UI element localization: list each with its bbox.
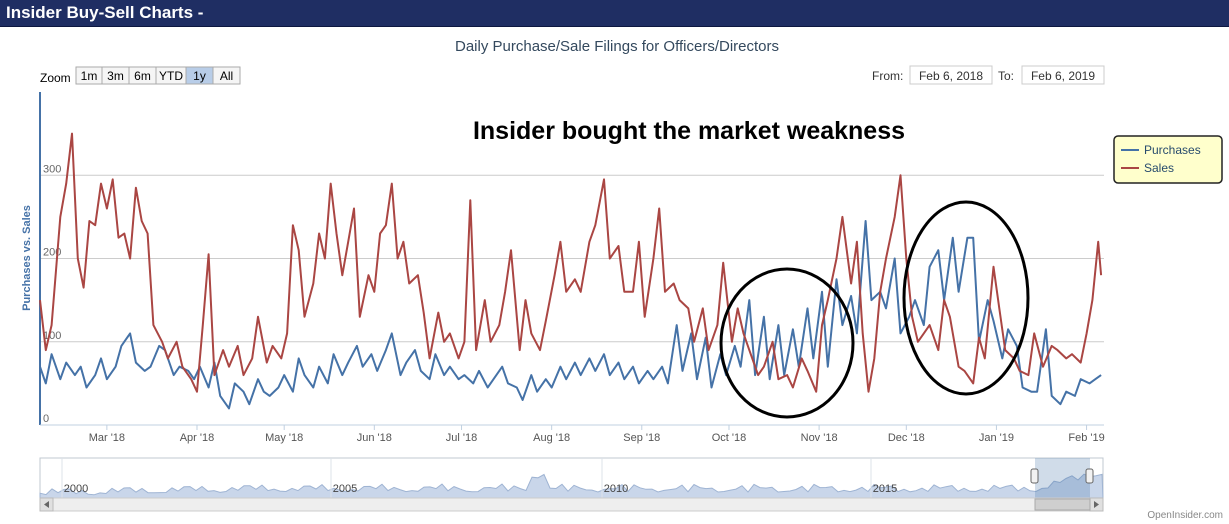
zoom-label: Zoom (40, 71, 71, 85)
series-layer (39, 132, 1103, 410)
y-axis-label: Purchases vs. Sales (21, 205, 33, 311)
zoom-button-label: 3m (107, 69, 124, 83)
zoom-button-label: 6m (134, 69, 151, 83)
chart-area: Daily Purchase/Sale Filings for Officers… (21, 38, 1223, 512)
gridlines (40, 174, 1104, 343)
navigator-year-label: 2000 (64, 483, 88, 495)
footer-credit: OpenInsider.com (1147, 510, 1223, 521)
date-range: From: Feb 6, 2018 To: Feb 6, 2019 (872, 65, 1105, 85)
x-tick-label: Jun '18 (357, 432, 392, 444)
chart-title: Daily Purchase/Sale Filings for Officers… (455, 38, 779, 55)
legend-item-sales[interactable]: Sales (1144, 161, 1174, 175)
highlight-ellipse-oct-nov (719, 267, 855, 419)
highlight-ellipse-dec-jan (902, 200, 1030, 396)
navigator-right-handle[interactable] (1085, 468, 1094, 484)
zoom-controls: Zoom 1m 3m 6m YTD 1y All (40, 66, 241, 85)
navigator-selection[interactable] (1035, 458, 1090, 498)
x-tick-label: Mar '18 (89, 432, 125, 444)
x-tick-label: May '18 (265, 432, 303, 444)
y-tick-label: 100 (43, 330, 61, 342)
navigator-year-label: 2010 (604, 483, 628, 495)
zoom-button-label: 1y (193, 69, 206, 83)
scroll-left-arrow-icon (44, 501, 49, 508)
annotation-text: Insider bought the market weakness (473, 117, 905, 145)
navigator-series (39, 473, 1104, 499)
to-date-input[interactable] (1021, 65, 1105, 85)
x-tick-label: Nov '18 (801, 432, 838, 444)
zoom-button-all[interactable] (212, 66, 241, 85)
from-label: From: (872, 69, 903, 83)
navigator-scrollbar[interactable] (39, 497, 1104, 512)
x-tick-label: Jan '19 (979, 432, 1014, 444)
to-label: To: (998, 69, 1014, 83)
y-tick-label: 300 (43, 163, 61, 175)
to-date-value: Feb 6, 2019 (1031, 69, 1095, 83)
x-tick-label: Feb '19 (1068, 432, 1104, 444)
page-title: Insider Buy-Sell Charts - (6, 3, 204, 22)
from-date-input[interactable] (909, 65, 993, 85)
series-line-purchases (39, 220, 1102, 410)
scroll-right-arrow-icon (1094, 501, 1099, 508)
zoom-button-label: 1m (81, 69, 98, 83)
header-bar: Insider Buy-Sell Charts - (0, 0, 1229, 27)
series-line-sales (39, 132, 1103, 393)
x-tick-label: Apr '18 (180, 432, 215, 444)
legend: Purchases Sales (1113, 135, 1223, 184)
x-axis-ticks: Mar '18 Apr '18 May '18 Jun '18 Jul '18 Aug '… (89, 425, 1105, 444)
navigator-year-label: 2005 (333, 483, 357, 495)
zoom-button-label: YTD (159, 69, 183, 83)
scrollbar-thumb[interactable] (1034, 498, 1091, 511)
zoom-button-label: All (220, 69, 233, 83)
x-tick-label: Sep '18 (623, 432, 660, 444)
from-date-value: Feb 6, 2018 (919, 69, 983, 83)
x-tick-label: Dec '18 (888, 432, 925, 444)
legend-item-purchases[interactable]: Purchases (1144, 143, 1201, 157)
navigator-year-label: 2015 (873, 483, 897, 495)
navigator: 2000 2005 2010 2015 (39, 457, 1104, 512)
x-tick-label: Oct '18 (712, 432, 747, 444)
x-tick-label: Jul '18 (446, 432, 477, 444)
navigator-left-handle[interactable] (1030, 468, 1039, 484)
x-tick-label: Aug '18 (533, 432, 570, 444)
legend-box (1113, 135, 1223, 184)
y-tick-label: 0 (43, 413, 49, 425)
